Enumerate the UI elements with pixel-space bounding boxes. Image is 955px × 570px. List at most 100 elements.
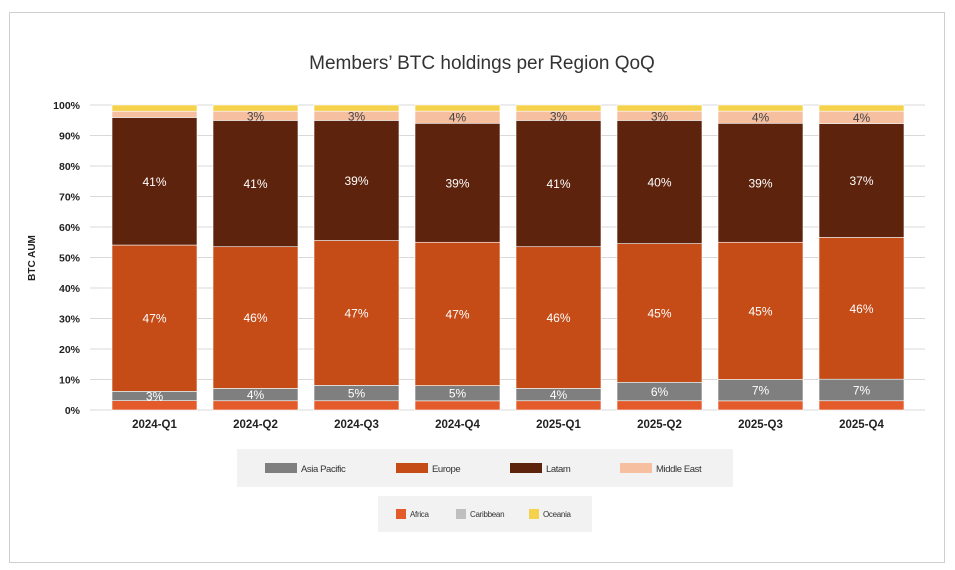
bar-segment-oceania xyxy=(212,104,299,112)
bars: 3%47%41%4%46%41%3%5%47%39%3%5%47%39%4%4%… xyxy=(111,104,905,411)
legend-swatch xyxy=(620,463,652,473)
data-label: 4% xyxy=(550,388,568,402)
bar-segment-africa xyxy=(313,400,400,411)
bar-segment-europe xyxy=(212,246,299,389)
x-tick-label: 2024-Q2 xyxy=(233,419,278,431)
bar-segment-latam xyxy=(212,120,299,248)
y-tick-label: 20% xyxy=(59,344,81,356)
bar-stack-2024-Q4: 5% 47% 39% 4% xyxy=(414,104,501,411)
data-label: 47% xyxy=(142,312,166,326)
legend: Asia Pacific Europe Latam Middle East Africa… xyxy=(237,449,733,532)
bar-segment-europe xyxy=(313,240,400,386)
x-axis-ticks: 2024-Q1 2024-Q2 2024-Q3 2024-Q4 2025-Q1 2025-… xyxy=(132,419,884,431)
data-label: 41% xyxy=(546,177,570,191)
x-tick-label: 2024-Q3 xyxy=(334,419,379,431)
data-label: 46% xyxy=(243,311,267,325)
data-label: 47% xyxy=(344,306,368,320)
bar-segment-oceania xyxy=(111,104,198,112)
data-label: 45% xyxy=(647,306,671,320)
legend-swatch xyxy=(265,463,297,473)
y-tick-label: 80% xyxy=(59,161,81,173)
bar-segment-oceania xyxy=(515,104,602,112)
data-label: 5% xyxy=(348,387,366,401)
y-tick-label: 90% xyxy=(59,131,81,143)
legend-swatch xyxy=(456,509,466,519)
data-label: 37% xyxy=(849,174,873,188)
y-tick-label: 40% xyxy=(59,283,81,295)
legend-item: Middle East xyxy=(620,463,702,475)
bar-segment-middle-east xyxy=(111,110,198,118)
legend-label: Europe xyxy=(432,464,460,475)
data-label: 39% xyxy=(748,176,772,190)
bar-segment-oceania xyxy=(616,104,703,112)
legend-label: Caribbean xyxy=(470,510,504,519)
legend-item: Africa xyxy=(396,509,430,519)
data-label: 7% xyxy=(752,384,770,398)
bar-stack-2024-Q1: 3% 47% 41% xyxy=(111,104,198,411)
data-label: 41% xyxy=(142,175,166,189)
x-tick-label: 2024-Q1 xyxy=(132,419,177,431)
bar-segment-europe xyxy=(616,243,703,383)
data-label: 3% xyxy=(651,109,669,123)
legend-box-2 xyxy=(378,496,592,532)
legend-item: Oceania xyxy=(529,509,572,519)
bar-segment-latam xyxy=(111,117,198,246)
bar-segment-europe xyxy=(414,241,501,386)
y-axis-label: BTC AUM xyxy=(27,235,38,281)
bar-segment-africa xyxy=(616,400,703,411)
legend-swatch xyxy=(529,509,539,519)
data-label: 3% xyxy=(247,109,265,123)
y-tick-label: 30% xyxy=(59,314,81,326)
bar-segment-europe xyxy=(818,237,905,380)
y-tick-label: 60% xyxy=(59,222,81,234)
legend-label: Middle East xyxy=(656,464,702,475)
data-label: 4% xyxy=(247,388,265,402)
legend-label: Asia Pacific xyxy=(301,464,346,475)
bar-segment-africa xyxy=(717,400,804,411)
bar-stack-2024-Q3: 5% 47% 39% 3% xyxy=(313,104,400,411)
bar-segment-africa xyxy=(414,400,501,411)
y-tick-label: 50% xyxy=(59,253,81,265)
bar-stack-2025-Q3: 7% 45% 39% 4% xyxy=(717,104,804,411)
bar-segment-africa xyxy=(515,400,602,411)
data-label: 3% xyxy=(348,109,366,123)
data-label: 3% xyxy=(146,389,164,403)
data-label: 3% xyxy=(550,109,568,123)
data-label: 45% xyxy=(748,304,772,318)
legend-swatch xyxy=(396,463,428,473)
data-label: 46% xyxy=(849,302,873,316)
y-tick-label: 10% xyxy=(59,375,81,387)
legend-item: Asia Pacific xyxy=(265,463,346,475)
x-tick-label: 2025-Q3 xyxy=(738,419,783,431)
bar-segment-africa xyxy=(818,400,905,411)
bar-segment-europe xyxy=(111,244,198,392)
bar-stack-2025-Q4: 7% 46% 37% 4% xyxy=(818,104,905,411)
x-tick-label: 2025-Q1 xyxy=(536,419,581,431)
x-tick-label: 2025-Q4 xyxy=(839,419,884,431)
legend-swatch xyxy=(510,463,542,473)
data-label: 40% xyxy=(647,176,671,190)
legend-item: Latam xyxy=(510,463,571,475)
data-label: 4% xyxy=(449,111,467,125)
data-label: 7% xyxy=(853,383,871,397)
bar-segment-oceania xyxy=(717,104,804,112)
data-label: 46% xyxy=(546,311,570,325)
chart-frame xyxy=(9,12,945,563)
data-label: 6% xyxy=(651,385,669,399)
legend-label: Oceania xyxy=(543,510,572,519)
bar-segment-africa xyxy=(212,400,299,411)
bar-stack-2024-Q2: 4% 46% 41% 3% xyxy=(212,104,299,411)
data-label: 39% xyxy=(445,176,469,190)
bar-segment-oceania xyxy=(414,104,501,112)
bar-segment-latam xyxy=(818,123,905,238)
chart-title: Members’ BTC holdings per Region QoQ xyxy=(309,53,655,74)
data-label: 4% xyxy=(752,111,770,125)
bar-stack-2025-Q1: 4% 46% 41% 3% xyxy=(515,104,602,411)
x-tick-label: 2025-Q2 xyxy=(637,419,682,431)
data-label: 5% xyxy=(449,387,467,401)
y-tick-label: 100% xyxy=(53,100,81,112)
data-label: 4% xyxy=(853,111,871,125)
legend-item: Europe xyxy=(396,463,461,475)
bar-segment-latam xyxy=(616,120,703,244)
